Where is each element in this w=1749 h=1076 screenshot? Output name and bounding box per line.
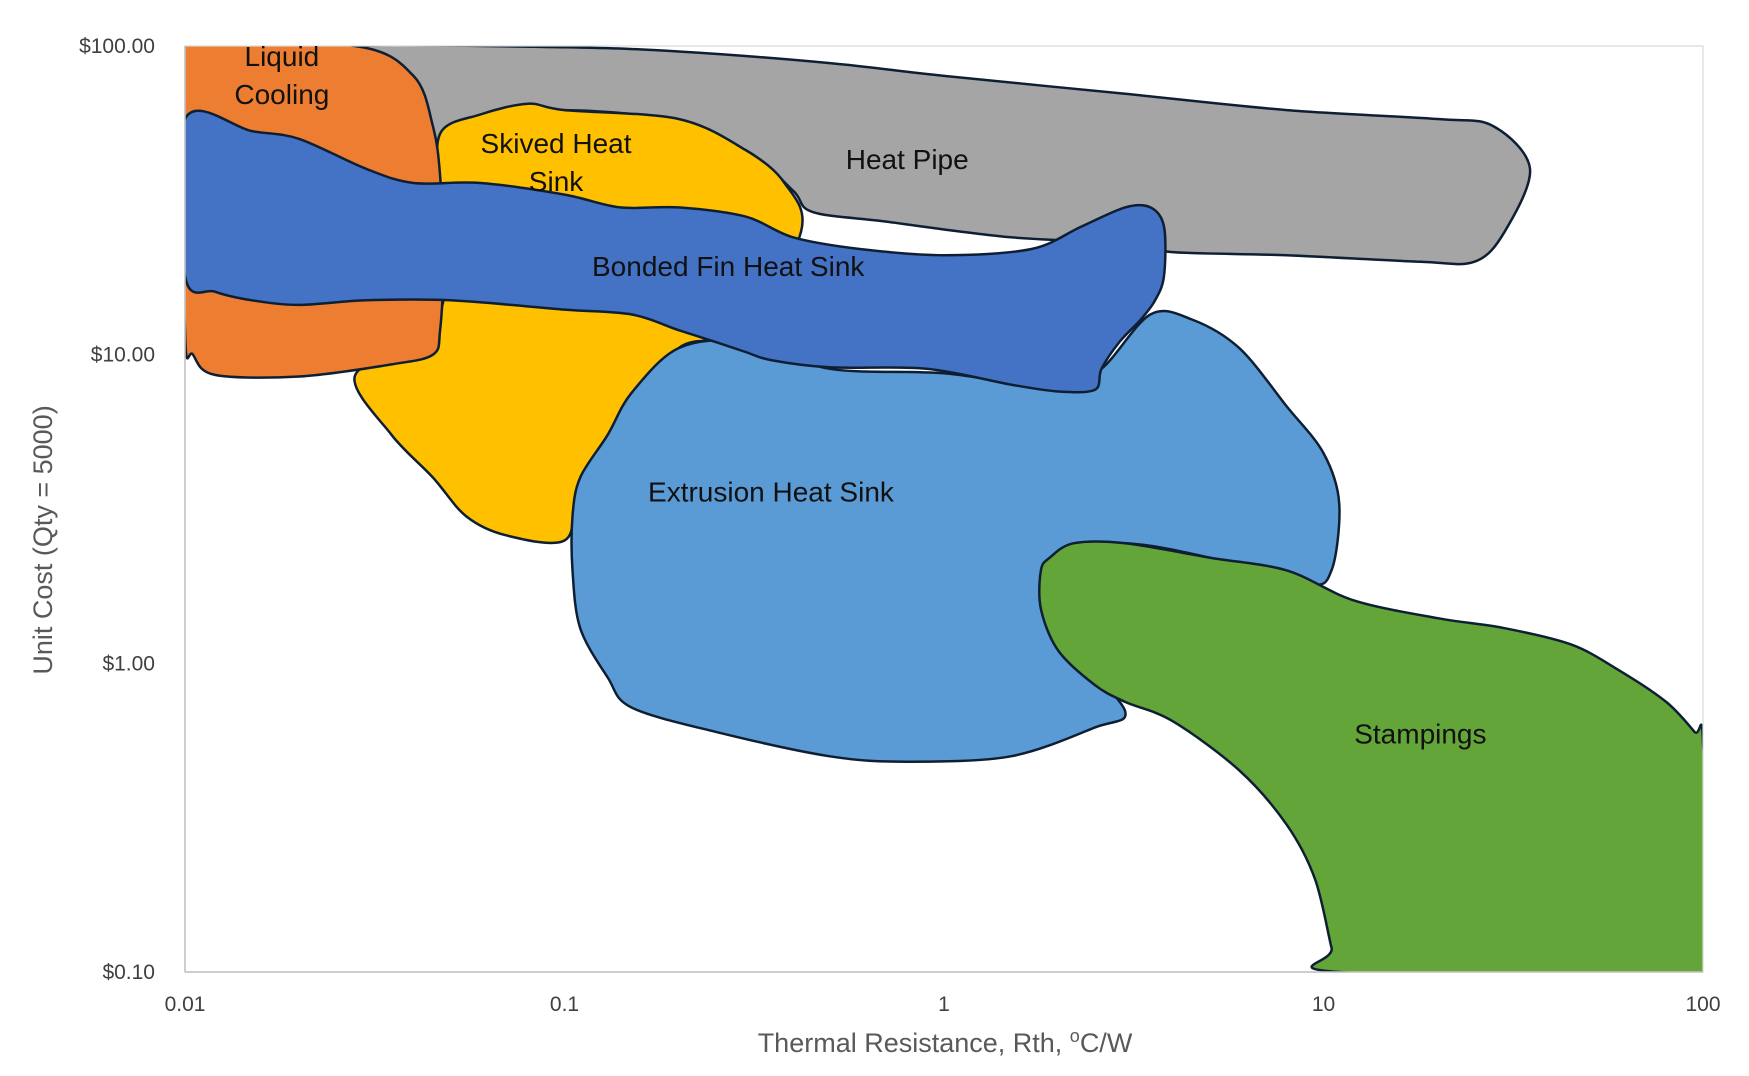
y-tick-label: $0.10	[102, 961, 155, 984]
axes-layer	[184, 45, 1704, 973]
y-tick-label: $100.00	[79, 35, 155, 58]
region-labels-layer: Heat Pipe Skived Heat Sink Liquid Cooling Ext…	[234, 41, 1486, 749]
region-label-bonded-fin-heat-sink: Bonded Fin Heat Sink	[592, 251, 865, 282]
region-bonded-fin-heat-sink	[185, 109, 1167, 394]
region-label-skived-heat-sink: Skived Heat Sink	[481, 128, 632, 197]
region-stampings	[1038, 540, 1703, 972]
x-tick-label: 1	[938, 993, 950, 1016]
x-tick-label: 10	[1312, 993, 1335, 1016]
region-label-stampings: Stampings	[1354, 718, 1486, 749]
x-tick-label: 0.1	[550, 993, 579, 1016]
y-tick-label: $1.00	[102, 652, 155, 675]
x-tick-label: 100	[1685, 993, 1720, 1016]
region-label-heat-pipe: Heat Pipe	[846, 144, 969, 175]
y-tick-label: $10.00	[91, 344, 155, 367]
regions-layer	[185, 46, 1703, 972]
x-axis-title: Thermal Resistance, Rth, oC/W	[758, 1026, 1133, 1058]
y-axis-title: Unit Cost (Qty = 5000)	[28, 405, 58, 674]
region-label-extrusion-heat-sink: Extrusion Heat Sink	[648, 476, 895, 507]
region-label-liquid-cooling: Liquid Cooling	[234, 41, 329, 110]
tick-labels-layer: 0.01 0.1 1 10 100 $0.10 $1.00 $10.00 $100.00	[79, 35, 1720, 1016]
x-tick-label: 0.01	[165, 993, 206, 1016]
